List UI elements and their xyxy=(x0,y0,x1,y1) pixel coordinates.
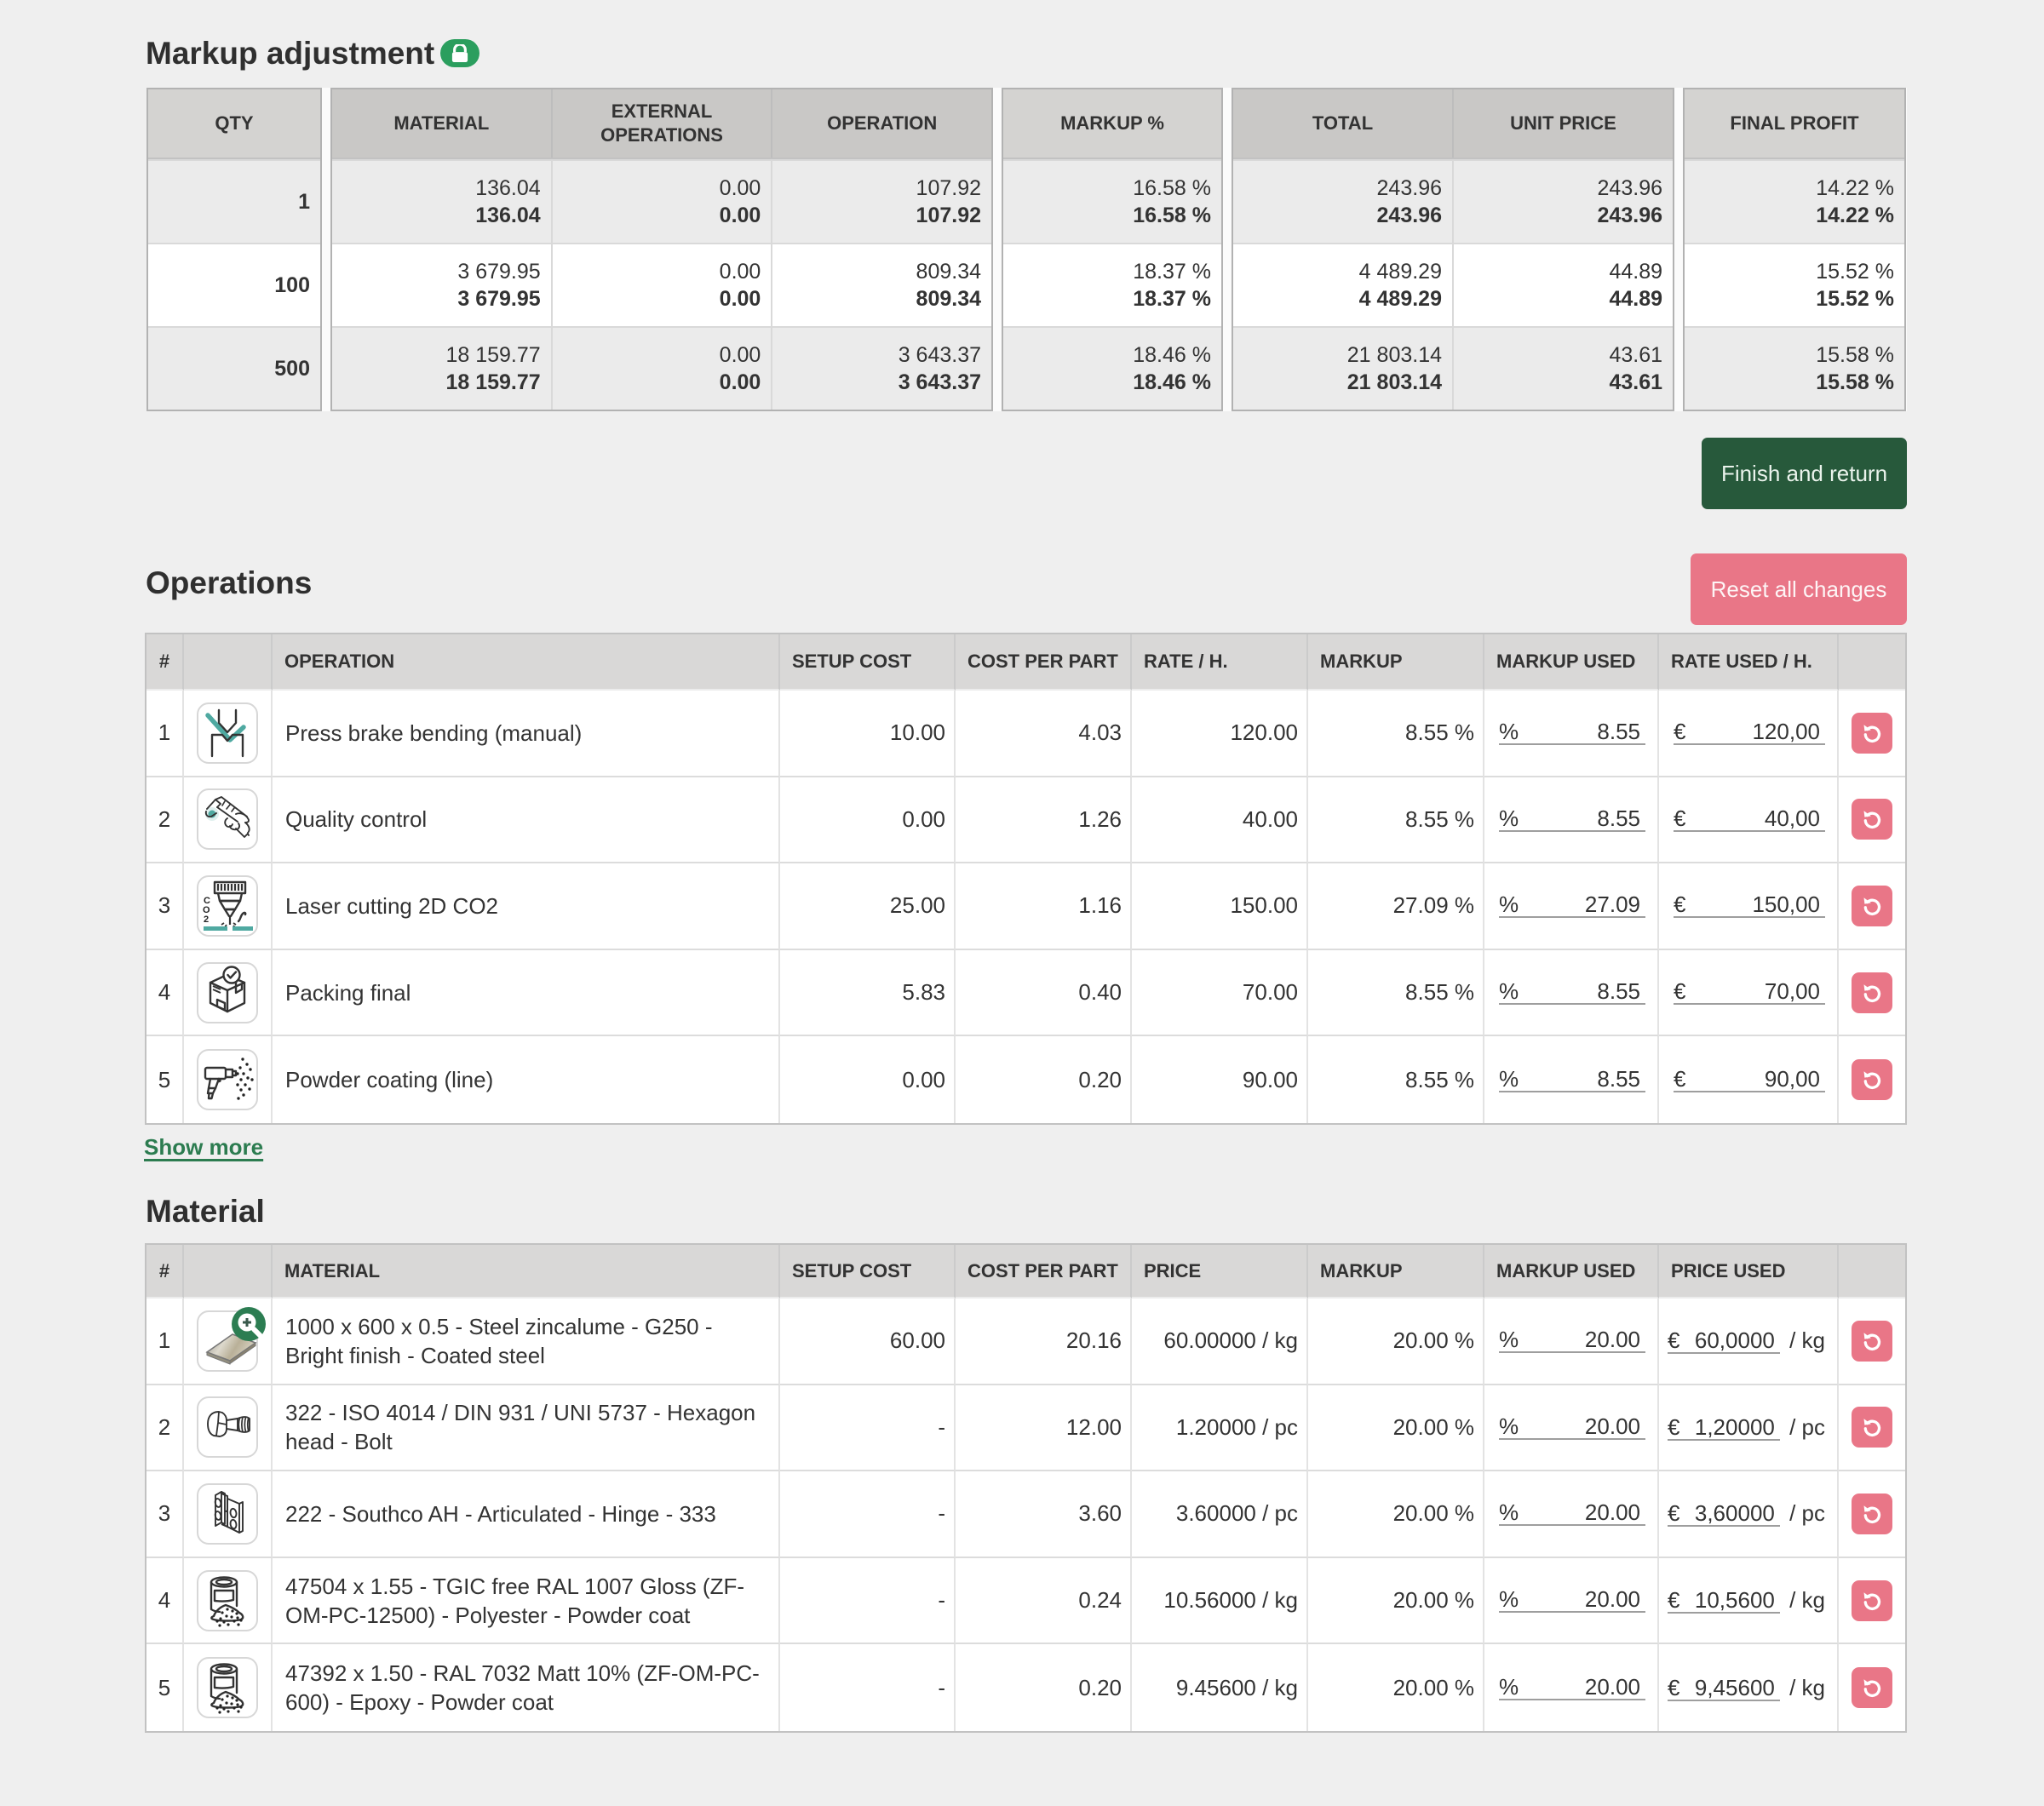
svg-text:2: 2 xyxy=(204,914,209,925)
svg-text:C: C xyxy=(204,896,210,906)
svg-text:O: O xyxy=(203,905,210,915)
